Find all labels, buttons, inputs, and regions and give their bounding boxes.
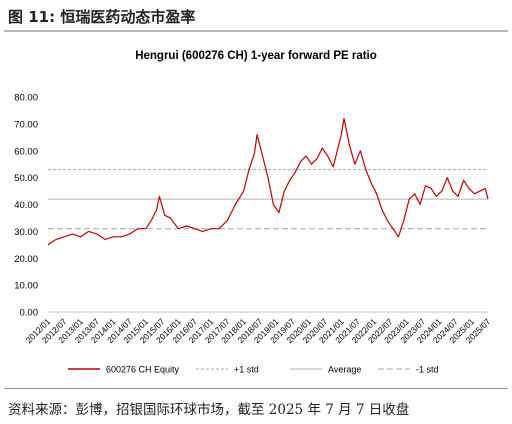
y-tick-label: 20.00 xyxy=(14,254,38,265)
legend-label: +1 std xyxy=(234,365,259,375)
source-divider xyxy=(4,388,508,389)
title-divider xyxy=(4,30,508,32)
y-tick-label: 50.00 xyxy=(14,173,38,184)
source-note: 资料来源：彭博，招银国际环球市场，截至 2025 年 7 月 7 日收盘 xyxy=(8,402,410,418)
chart-title: Hengrui (600276 CH) 1-year forward PE ra… xyxy=(135,50,377,62)
legend-label: -1 std xyxy=(416,365,439,375)
y-tick-label: 60.00 xyxy=(14,146,38,157)
y-tick-label: 30.00 xyxy=(14,227,38,238)
series-line-600276 xyxy=(47,117,489,246)
legend-label: 600276 CH Equity xyxy=(106,365,180,375)
y-tick-label: 40.00 xyxy=(14,200,38,211)
y-tick-label: 0.00 xyxy=(20,308,39,319)
figure-title: 图 11: 恒瑞医药动态市盈率 xyxy=(8,8,196,26)
y-tick-label: 10.00 xyxy=(14,281,38,292)
y-tick-label: 70.00 xyxy=(14,119,38,130)
y-tick-label: 80.00 xyxy=(14,93,38,104)
legend-label: Average xyxy=(328,365,361,375)
